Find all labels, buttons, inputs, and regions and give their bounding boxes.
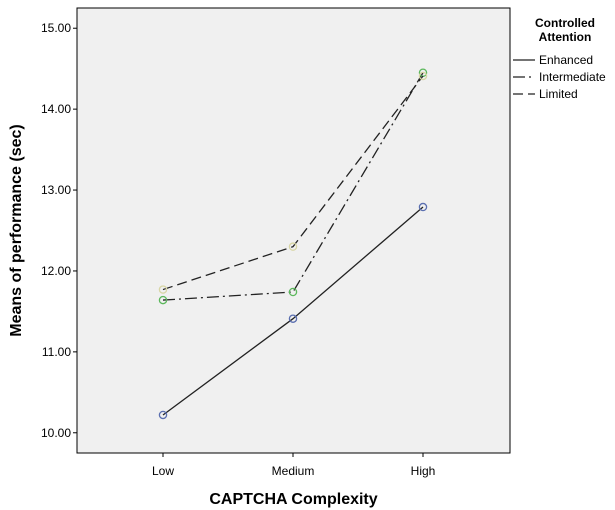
data-point-intermediate (158, 295, 168, 305)
legend-title-line-2: Attention (539, 30, 592, 44)
legend-label-enhanced: Enhanced (539, 53, 593, 67)
y-tick-label: 11.00 (42, 345, 71, 359)
y-tick-label: 14.00 (41, 102, 71, 116)
series-line-enhanced (162, 206, 424, 416)
data-point-limited (288, 242, 298, 251)
data-point-enhanced (288, 314, 298, 323)
series-layer (158, 68, 428, 420)
y-tick-label: 12.00 (41, 264, 71, 278)
data-point-limited (158, 285, 168, 294)
data-point-enhanced (158, 410, 168, 420)
x-axis-title: CAPTCHA Complexity (209, 491, 377, 508)
series-line-limited (162, 75, 424, 291)
legend-title-line-1: Controlled (535, 16, 595, 30)
x-tick-label: Low (152, 464, 174, 478)
x-tick-label: High (411, 464, 436, 478)
plot-area (76, 7, 511, 454)
legend: Controlled Attention Enhanced Intermediat… (513, 16, 606, 101)
y-axis-title: Means of performance (sec) (8, 124, 25, 337)
y-tick-label: 15.00 (41, 21, 71, 35)
y-axis: 10.00 11.00 12.00 13.00 14.00 15.00 (41, 21, 77, 440)
x-axis: Low Medium High (152, 453, 435, 478)
y-tick-label: 13.00 (41, 183, 71, 197)
x-tick-label: Medium (272, 464, 315, 478)
data-point-intermediate (288, 287, 298, 297)
data-point-enhanced (418, 202, 428, 212)
data-point-limited (418, 71, 428, 81)
legend-label-limited: Limited (539, 87, 578, 101)
legend-label-intermediate: Intermediate (539, 70, 606, 84)
y-tick-label: 10.00 (41, 426, 71, 440)
